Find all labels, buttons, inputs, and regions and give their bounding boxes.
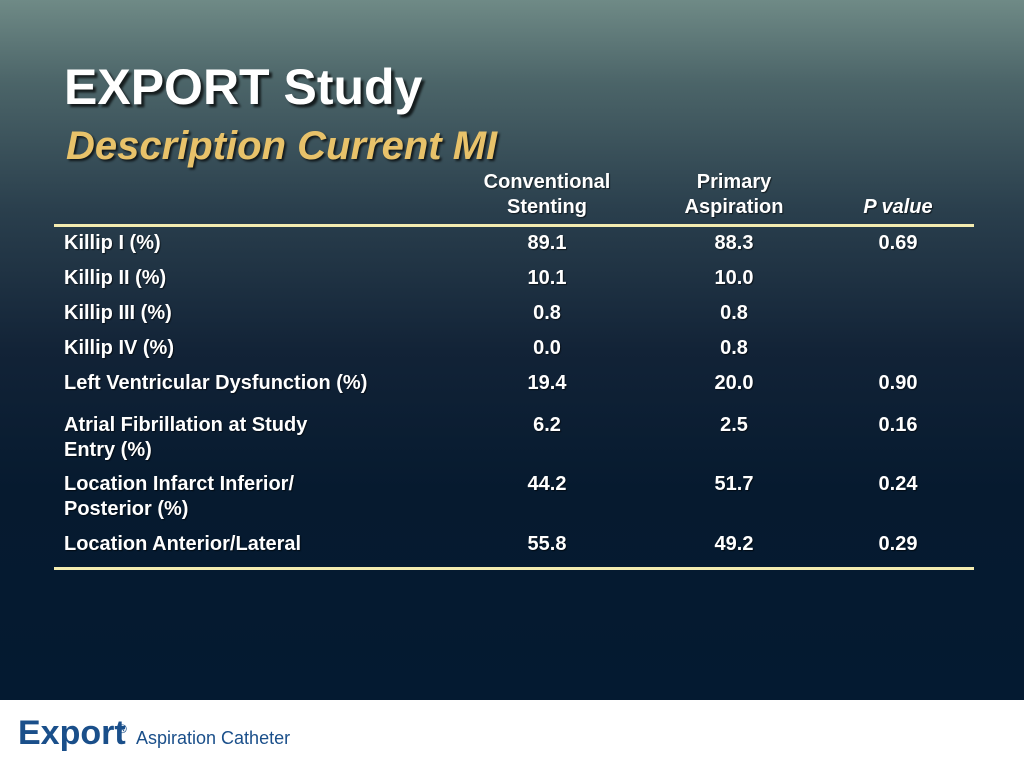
row-label-infarct-inferior-posterior-line2: Posterior (%): [64, 498, 189, 520]
registered-mark: ®: [118, 722, 127, 736]
header-conventional-line2: Stenting: [506, 196, 587, 218]
cell-conventional-killip-1: 89.1: [527, 232, 567, 254]
row-label-killip-4: Killip IV (%): [64, 337, 174, 359]
cell-aspiration-killip-3: 0.8: [720, 302, 748, 324]
table-top-rule: [54, 224, 974, 227]
cell-conventional-anterior-lateral: 55.8: [527, 533, 567, 555]
cell-aspiration-killip-1: 88.3: [714, 232, 754, 254]
header-p-value: P value: [863, 196, 933, 218]
cell-conventional-infarct-inferior-posterior: 44.2: [527, 473, 567, 495]
cell-aspiration-infarct-inferior-posterior: 51.7: [714, 473, 754, 495]
footer-bar: Export ® Aspiration Catheter: [0, 700, 1024, 768]
cell-conventional-killip-3: 0.8: [533, 302, 561, 324]
slide-subtitle: Description Current MI: [66, 124, 498, 168]
row-label-atrial-fibrillation-line2: Entry (%): [64, 439, 152, 461]
row-label-infarct-inferior-posterior: Location Infarct Inferior/ Posterior (%): [64, 472, 294, 522]
row-label-killip-3: Killip III (%): [64, 302, 172, 324]
cell-p-infarct-inferior-posterior: 0.24: [878, 473, 918, 495]
cell-conventional-killip-2: 10.1: [527, 267, 567, 289]
cell-aspiration-killip-4: 0.8: [720, 337, 748, 359]
row-label-atrial-fibrillation: Atrial Fibrillation at Study Entry (%): [64, 413, 307, 463]
row-label-anterior-lateral: Location Anterior/Lateral: [64, 533, 302, 555]
cell-aspiration-anterior-lateral: 49.2: [714, 533, 754, 555]
header-conventional-stenting: Conventional Stenting: [484, 170, 611, 220]
slide-title: EXPORT Study: [64, 59, 423, 115]
cell-p-anterior-lateral: 0.29: [878, 533, 918, 555]
row-label-infarct-inferior-posterior-line1: Location Infarct Inferior/: [64, 473, 295, 495]
cell-p-lv-dysfunction: 0.90: [878, 372, 918, 394]
cell-conventional-killip-4: 0.0: [533, 337, 561, 359]
cell-aspiration-killip-2: 10.0: [714, 267, 754, 289]
cell-p-atrial-fibrillation: 0.16: [878, 414, 918, 436]
cell-aspiration-lv-dysfunction: 20.0: [714, 372, 754, 394]
row-label-lv-dysfunction: Left Ventricular Dysfunction (%): [64, 372, 368, 394]
cell-p-killip-1: 0.69: [878, 232, 918, 254]
row-label-killip-2: Killip II (%): [64, 267, 167, 289]
table-bottom-rule: [54, 567, 974, 570]
header-conventional-line1: Conventional: [483, 171, 611, 193]
header-aspiration-line1: Primary: [696, 171, 772, 193]
cell-conventional-lv-dysfunction: 19.4: [527, 372, 567, 394]
header-aspiration-line2: Aspiration: [684, 196, 784, 218]
cell-aspiration-atrial-fibrillation: 2.5: [720, 414, 748, 436]
row-label-atrial-fibrillation-line1: Atrial Fibrillation at Study: [64, 414, 308, 436]
slide-background: EXPORT Study Description Current MI Conv…: [0, 0, 1024, 700]
export-logo: Export: [18, 714, 126, 752]
logo-tagline: Aspiration Catheter: [136, 728, 291, 748]
cell-conventional-atrial-fibrillation: 6.2: [533, 414, 561, 436]
header-primary-aspiration: Primary Aspiration: [685, 170, 784, 220]
row-label-killip-1: Killip I (%): [64, 232, 161, 254]
